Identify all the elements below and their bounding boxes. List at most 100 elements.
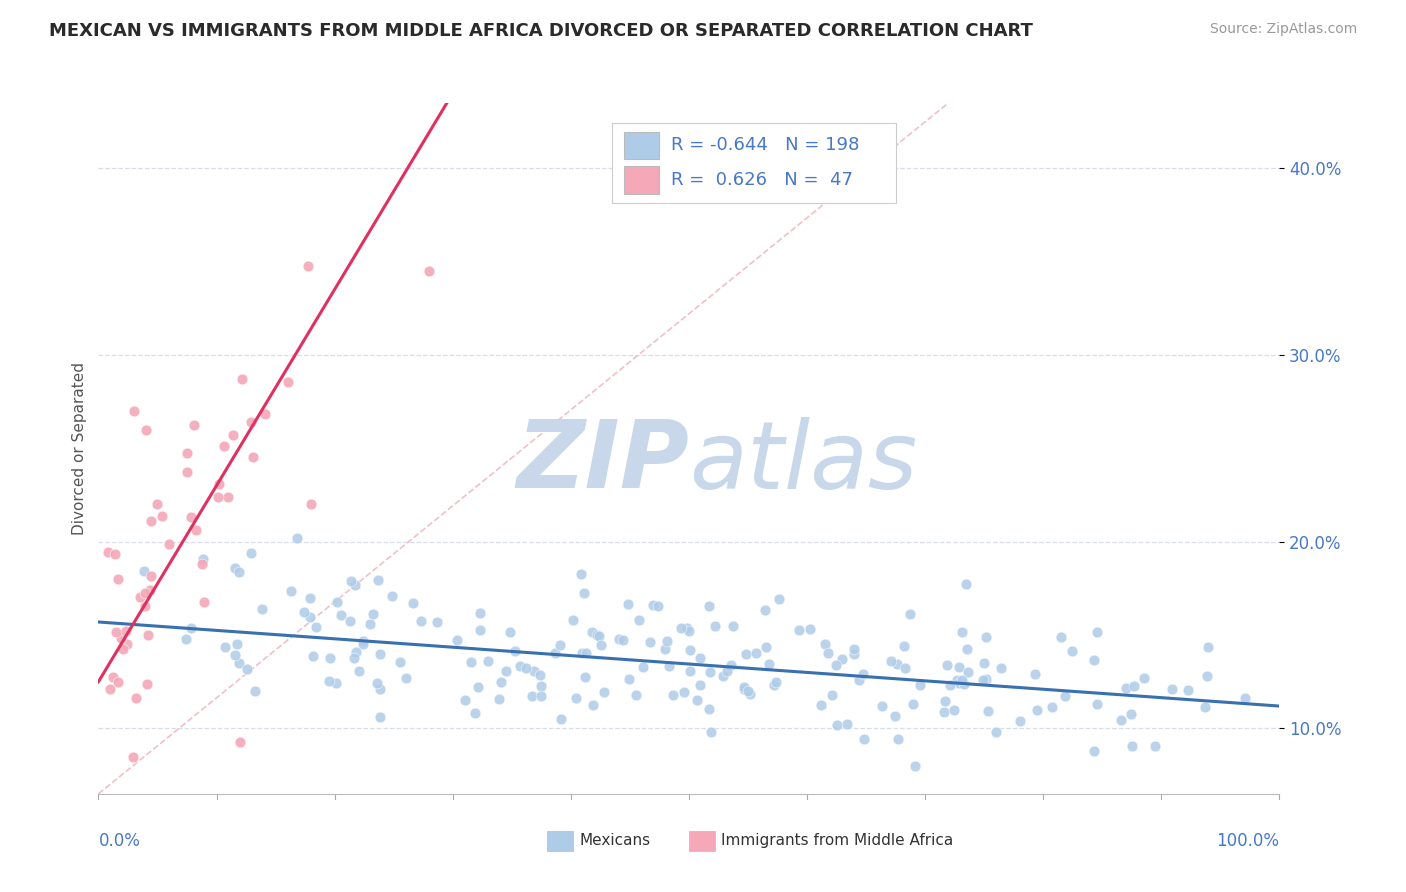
Point — [297, 260, 319, 274]
Point — [1144, 739, 1167, 753]
Point — [318, 673, 340, 688]
Point — [298, 591, 321, 606]
Point — [990, 660, 1012, 674]
Point — [1060, 644, 1083, 658]
Point — [1115, 681, 1137, 695]
Point — [242, 450, 264, 465]
Text: MEXICAN VS IMMIGRANTS FROM MIDDLE AFRICA DIVORCED OR SEPARATED CORRELATION CHART: MEXICAN VS IMMIGRANTS FROM MIDDLE AFRICA… — [49, 22, 1033, 40]
Point — [1040, 700, 1063, 714]
Point — [1085, 624, 1108, 639]
Point — [946, 673, 969, 687]
Point — [464, 706, 486, 720]
Point — [104, 547, 127, 561]
Point — [737, 684, 759, 698]
Point — [733, 680, 755, 694]
Point — [974, 630, 997, 644]
Point — [253, 407, 276, 421]
Point — [852, 667, 875, 681]
Point — [212, 439, 235, 453]
Point — [446, 633, 468, 648]
Point — [1194, 700, 1216, 714]
Point — [134, 586, 156, 600]
Point — [591, 638, 613, 652]
Text: ZIP: ZIP — [516, 416, 689, 508]
Text: Source: ZipAtlas.com: Source: ZipAtlas.com — [1209, 22, 1357, 37]
Point — [228, 565, 250, 579]
Point — [98, 681, 121, 696]
Point — [744, 646, 766, 660]
Point — [571, 646, 593, 660]
Point — [503, 643, 526, 657]
Point — [612, 632, 634, 647]
Point — [139, 583, 162, 598]
Point — [426, 615, 449, 630]
Point — [193, 595, 215, 609]
Point — [720, 657, 742, 672]
Point — [141, 569, 163, 583]
Point — [735, 647, 758, 661]
Point — [285, 532, 308, 546]
Point — [886, 657, 908, 671]
Point — [934, 694, 956, 708]
Point — [574, 670, 596, 684]
Point — [214, 640, 236, 655]
Point — [699, 665, 721, 679]
Point — [277, 376, 299, 390]
Point — [343, 578, 366, 592]
Point — [848, 673, 870, 687]
Point — [225, 637, 247, 651]
Point — [1008, 714, 1031, 729]
Point — [522, 689, 544, 703]
Point — [550, 712, 572, 726]
Point — [340, 574, 363, 589]
Point — [658, 659, 681, 673]
Point — [250, 602, 273, 616]
Point — [607, 632, 630, 647]
Point — [146, 497, 169, 511]
Point — [121, 749, 143, 764]
Point — [176, 465, 198, 479]
Point — [986, 724, 1008, 739]
Point — [460, 655, 482, 669]
Point — [835, 717, 858, 731]
Point — [305, 619, 328, 633]
Point — [679, 642, 702, 657]
Point — [180, 622, 202, 636]
Point — [107, 674, 129, 689]
Point — [716, 665, 738, 679]
Point — [1197, 640, 1219, 654]
Point — [174, 632, 197, 647]
Point — [128, 590, 150, 604]
Point — [132, 564, 155, 578]
Point — [359, 617, 381, 632]
Point — [901, 698, 924, 712]
Point — [893, 639, 915, 653]
Point — [942, 703, 965, 717]
Point — [347, 664, 370, 678]
Point — [222, 428, 245, 442]
Point — [564, 691, 586, 706]
Point — [325, 676, 347, 690]
Point — [150, 509, 173, 524]
Point — [325, 595, 347, 609]
Point — [686, 692, 709, 706]
Text: atlas: atlas — [689, 417, 917, 508]
Point — [817, 646, 839, 660]
Point — [523, 664, 546, 678]
Point — [217, 490, 239, 504]
Point — [104, 624, 127, 639]
Point — [950, 673, 973, 687]
Point — [572, 585, 595, 599]
Point — [810, 698, 832, 713]
Point — [679, 664, 702, 678]
Point — [235, 662, 257, 676]
Point — [477, 654, 499, 668]
Point — [821, 688, 844, 702]
Point — [669, 621, 692, 635]
FancyBboxPatch shape — [612, 123, 896, 202]
Point — [280, 584, 302, 599]
Point — [1083, 744, 1105, 758]
Point — [548, 638, 571, 652]
Point — [136, 677, 159, 691]
Point — [125, 691, 148, 706]
